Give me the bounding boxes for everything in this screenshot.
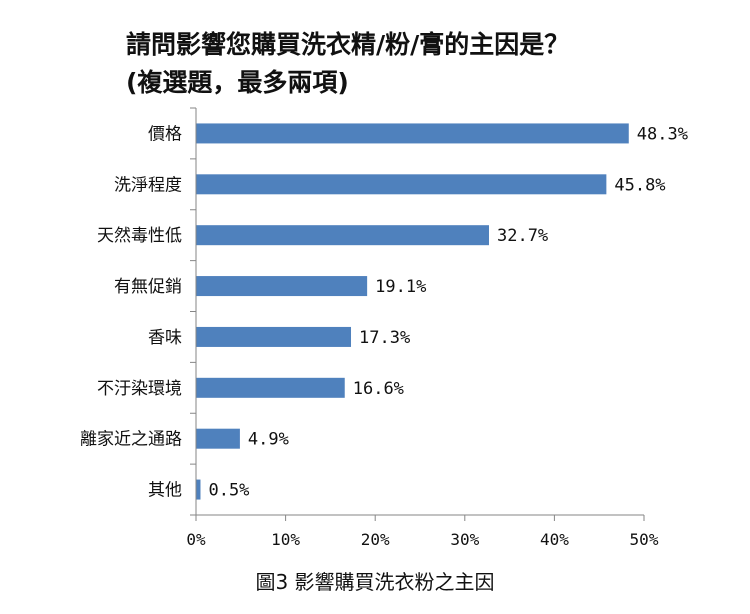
x-tick-label-1: 10% <box>271 530 300 549</box>
value-label-2: 32.7% <box>497 226 548 246</box>
x-tick-label-2: 20% <box>361 530 390 549</box>
category-label-1: 洗淨程度 <box>114 175 182 195</box>
value-label-3: 19.1% <box>375 277 426 297</box>
bars-group: 價格 48.3% 洗淨程度 45.8% 天然毒性低 32.7% 有無促銷 19.1% 香味 17.… <box>80 123 688 501</box>
chart-title-line-1: 請問影響您購買洗衣精/粉/膏的主因是？ <box>126 30 570 59</box>
x-tick-label-0: 0% <box>186 530 206 549</box>
bar-7 <box>196 479 201 500</box>
category-label-4: 香味 <box>148 328 182 348</box>
chart-title-line-2: (複選題，最多兩項) <box>126 68 349 97</box>
x-tick-label-3: 30% <box>450 530 479 549</box>
bar-4 <box>196 326 352 347</box>
value-label-7: 0.5% <box>208 481 249 501</box>
category-label-6: 離家近之通路 <box>80 430 182 450</box>
bar-1 <box>196 174 607 195</box>
value-label-5: 16.6% <box>353 379 404 399</box>
axes-group: 0% 10% 20% 30% 40% 50% <box>186 107 659 549</box>
x-tick-label-5: 50% <box>630 530 659 549</box>
category-label-3: 有無促銷 <box>114 277 182 297</box>
bar-6 <box>196 428 240 449</box>
bar-3 <box>196 276 368 297</box>
value-label-4: 17.3% <box>359 328 410 348</box>
chart-title: 請問影響您購買洗衣精/粉/膏的主因是？ (複選題，最多兩項) <box>126 26 726 102</box>
bar-2 <box>196 225 489 246</box>
bar-5 <box>196 377 345 398</box>
x-tick-label-4: 40% <box>540 530 569 549</box>
value-label-6: 4.9% <box>248 430 289 450</box>
bar-0 <box>196 123 629 144</box>
value-label-1: 45.8% <box>614 175 665 195</box>
category-label-2: 天然毒性低 <box>97 226 182 246</box>
category-label-7: 其他 <box>148 481 182 501</box>
value-label-0: 48.3% <box>637 124 688 144</box>
figure-caption: 圖3 影響購買洗衣粉之主因 <box>255 570 495 594</box>
category-label-0: 價格 <box>148 124 182 144</box>
category-label-5: 不汙染環境 <box>97 379 182 399</box>
